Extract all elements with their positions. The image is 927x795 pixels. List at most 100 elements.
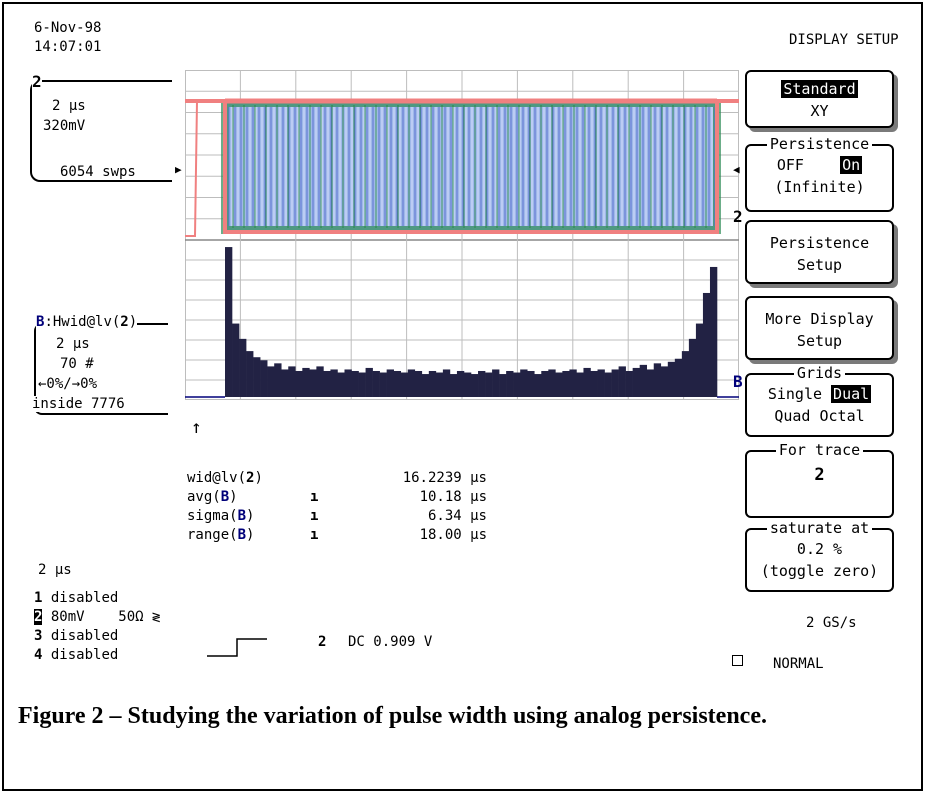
- trigger-coupling: DC 0.909 V: [348, 634, 433, 650]
- grids-selector[interactable]: Grids Single Dual Quad Octal: [745, 364, 894, 437]
- channel-number: 1: [34, 590, 43, 606]
- histogram-bar: [562, 370, 570, 397]
- trigger-status-icon: [732, 655, 743, 666]
- measurement-row: sigma(B) ı 6.34 µs: [187, 508, 487, 527]
- histogram-inside: inside 7776: [32, 396, 125, 412]
- histogram-bar: [604, 372, 612, 397]
- trace-rising-edge: [185, 100, 225, 237]
- persistence-note: (Infinite): [774, 178, 865, 196]
- time-label: 14:07:01: [34, 39, 102, 55]
- grid-octal: Octal: [819, 407, 865, 425]
- for-trace-value: 2: [814, 465, 825, 485]
- histogram-bar: [583, 367, 591, 397]
- trace-info-box[interactable]: [30, 80, 172, 182]
- histogram-bar: [323, 370, 331, 397]
- trace-channel-badge: 2: [32, 72, 42, 91]
- histogram-bar: [513, 372, 521, 397]
- histogram-bar: [456, 370, 465, 397]
- histogram-bar: [225, 247, 233, 397]
- trace-level-marker: 2: [733, 207, 743, 226]
- histogram-bar: [520, 369, 528, 397]
- channel-row[interactable]: 1 disabled: [34, 590, 160, 609]
- persistence-toggle[interactable]: Persistence OFF On (Infinite): [745, 135, 894, 212]
- up-arrow-icon: ↑: [191, 417, 202, 438]
- histogram-bar: [681, 351, 690, 397]
- histogram-bar: [449, 374, 458, 397]
- channel-status: 80mV 50Ω ≷: [42, 609, 161, 625]
- measurement-row: range(B) ı 18.00 µs: [187, 527, 487, 546]
- grid-quad: Quad: [774, 407, 811, 425]
- histogram-range: ←0%/→0%: [38, 376, 98, 392]
- display-mode-selected: Standard: [781, 80, 858, 98]
- measurement-mark: ı: [310, 489, 319, 505]
- histogram-bar: [611, 369, 619, 397]
- for-trace-selector[interactable]: For trace 2: [745, 441, 894, 518]
- histogram-bar: [695, 323, 704, 397]
- channel-status: disabled: [42, 628, 119, 644]
- channel-status: disabled: [42, 590, 119, 606]
- channel-row[interactable]: 4 disabled: [34, 647, 160, 666]
- channel-number: 4: [34, 647, 43, 663]
- persistence-setup-button[interactable]: Persistence Setup: [745, 220, 894, 284]
- persistence-setup-label-2: Setup: [796, 256, 843, 274]
- trace-sweeps: 6054 swps: [60, 164, 136, 180]
- histogram-bar: [597, 369, 605, 397]
- saturate-button[interactable]: saturate at 0.2 % (toggle zero): [745, 519, 894, 592]
- measurement-name: wid@lv(2): [187, 470, 263, 486]
- histogram-bar: [414, 370, 423, 397]
- trace-pointer-right-icon: ◀: [733, 163, 740, 176]
- histogram-bar: [632, 367, 640, 397]
- histogram-bar: [674, 358, 683, 397]
- histogram-bar: [527, 370, 535, 397]
- trace-pointer-icon: ▶: [175, 163, 182, 176]
- histogram-bar: [365, 367, 373, 397]
- measurement-row: wid@lv(2) 16.2239 µs: [187, 470, 487, 489]
- measurement-value: 6.34 µs: [427, 508, 487, 524]
- measurement-name: avg(B): [187, 489, 238, 505]
- histogram-bar: [372, 370, 380, 397]
- histogram-bar: [639, 364, 648, 397]
- histogram-bar: [309, 369, 317, 397]
- more-display-setup-button[interactable]: More Display Setup: [745, 296, 894, 360]
- histogram-bar: [330, 369, 338, 397]
- histogram-bar: [267, 366, 275, 397]
- histogram-bar: [590, 370, 598, 397]
- histogram-bar: [428, 370, 437, 397]
- histogram-bar: [246, 351, 254, 397]
- persistence-title: Persistence: [766, 135, 873, 153]
- histogram-bar: [442, 369, 451, 397]
- histogram-bar: [379, 372, 387, 397]
- histogram-bar: [478, 370, 486, 397]
- grid-single: Single: [767, 385, 823, 403]
- histogram-count: 70 #: [60, 356, 94, 372]
- histogram-bar: [463, 372, 472, 397]
- scope-display[interactable]: [185, 70, 739, 400]
- channel-row[interactable]: 2 80mV 50Ω ≷: [34, 609, 160, 628]
- measurement-mark: ı: [310, 508, 319, 524]
- histogram-bar: [534, 374, 542, 397]
- histogram-bar: [421, 374, 430, 397]
- waveform-trace: [185, 98, 739, 237]
- measurement-value: 10.18 µs: [419, 489, 487, 505]
- channel-row[interactable]: 3 disabled: [34, 628, 160, 647]
- more-display-label-2: Setup: [796, 332, 843, 350]
- histogram-bar: [253, 357, 261, 397]
- histogram-bar: [471, 374, 479, 397]
- saturate-value: 0.2 %: [796, 540, 843, 558]
- grids-title: Grids: [793, 364, 846, 382]
- histogram-bar: [688, 338, 697, 397]
- histogram-bar: [393, 370, 402, 397]
- menu-title: DISPLAY SETUP: [789, 32, 899, 48]
- display-mode-button[interactable]: Standard XY: [745, 70, 894, 128]
- channel-status: disabled: [42, 647, 119, 663]
- histogram-bar: [386, 369, 394, 397]
- histogram-bar: [506, 370, 514, 397]
- trace-timebase: 2 µs: [52, 98, 86, 114]
- grid-dual: Dual: [831, 385, 872, 403]
- histogram-timebase: 2 µs: [56, 336, 90, 352]
- measurement-value: 16.2239 µs: [402, 470, 487, 486]
- histogram-bar: [239, 338, 247, 397]
- histogram-bar: [302, 367, 310, 397]
- measurement-row: avg(B) ı 10.18 µs: [187, 489, 487, 508]
- histogram-bar: [344, 369, 352, 397]
